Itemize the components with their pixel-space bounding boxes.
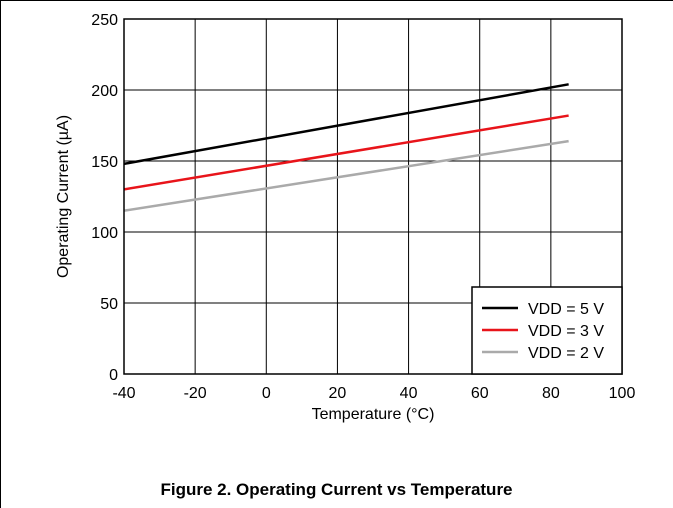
x-tick-label: -40 <box>112 385 135 402</box>
y-tick-label: 100 <box>91 225 118 242</box>
series-line <box>123 83 569 166</box>
x-axis-label: Temperature (°C) <box>312 406 435 423</box>
legend-label: VDD = 5 V <box>528 301 604 318</box>
x-tick-label: 60 <box>471 385 489 402</box>
x-tick-label: 20 <box>329 385 347 402</box>
y-tick-label: 250 <box>91 12 118 29</box>
y-axis-label: Operating Current (µA) <box>55 115 72 278</box>
figure-caption: Figure 2. Operating Current vs Temperatu… <box>160 480 513 499</box>
x-tick-label: 40 <box>400 385 418 402</box>
frame-left-border <box>0 0 1 508</box>
x-tick-label: 80 <box>542 385 560 402</box>
series-line <box>123 114 569 191</box>
x-tick-label: 0 <box>262 385 271 402</box>
series-line <box>123 139 569 212</box>
tick-labels: -40 -20 0 20 40 60 80 100 0 50 100 150 200 250 <box>91 12 635 402</box>
y-tick-label: 0 <box>109 367 118 384</box>
y-tick-label: 50 <box>100 296 118 313</box>
series-lines <box>123 83 569 212</box>
x-tick-label: -20 <box>184 385 207 402</box>
legend-label: VDD = 2 V <box>528 345 604 362</box>
y-tick-label: 150 <box>91 154 118 171</box>
x-tick-label: 100 <box>609 385 636 402</box>
legend: VDD = 5 V VDD = 3 V VDD = 2 V <box>471 286 623 375</box>
y-tick-label: 200 <box>91 83 118 100</box>
plot-border <box>123 18 623 375</box>
frame-top-border <box>0 0 673 1</box>
legend-label: VDD = 3 V <box>528 323 604 340</box>
